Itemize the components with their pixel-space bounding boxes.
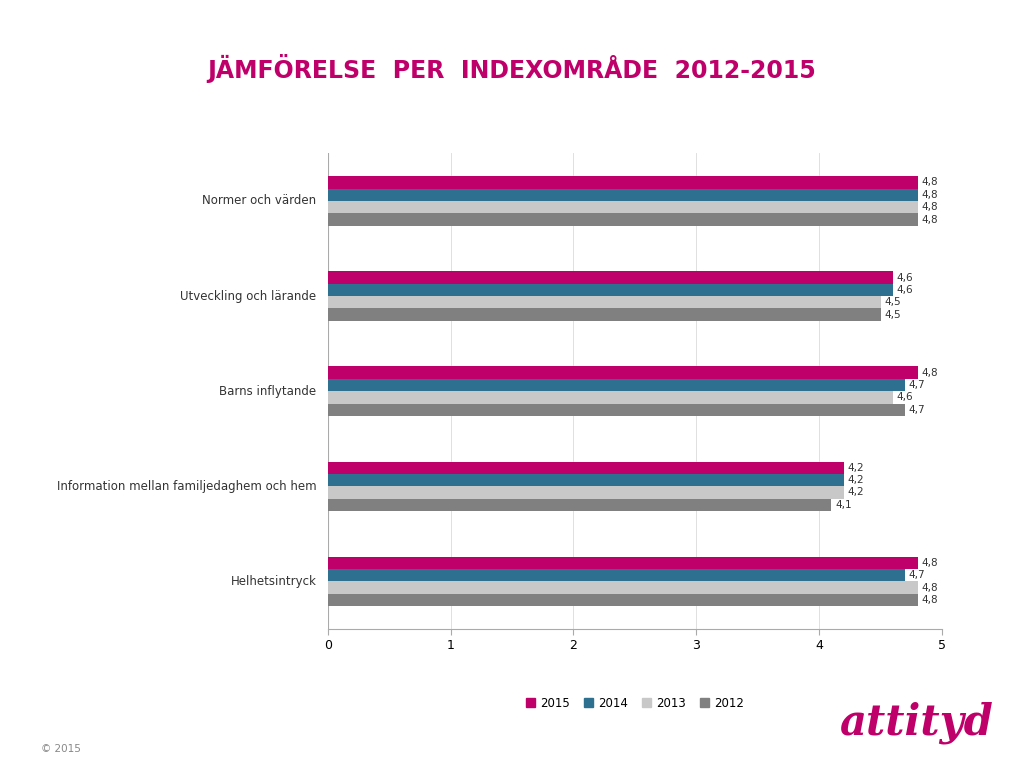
Text: 4,8: 4,8 bbox=[922, 189, 938, 199]
Bar bbox=[328, 284, 893, 296]
Text: 4,7: 4,7 bbox=[909, 380, 926, 390]
Text: 4,2: 4,2 bbox=[848, 463, 864, 472]
Bar bbox=[328, 176, 918, 189]
Text: 4,8: 4,8 bbox=[922, 367, 938, 377]
Bar bbox=[328, 201, 918, 213]
Text: 4,2: 4,2 bbox=[848, 475, 864, 485]
Bar bbox=[328, 499, 831, 511]
Text: 4,8: 4,8 bbox=[922, 215, 938, 225]
Bar bbox=[328, 462, 844, 474]
Text: © 2015: © 2015 bbox=[41, 744, 81, 754]
Bar bbox=[328, 594, 918, 606]
Bar bbox=[328, 581, 918, 594]
Bar bbox=[328, 486, 844, 499]
Text: 4,2: 4,2 bbox=[848, 488, 864, 498]
Bar bbox=[328, 213, 918, 225]
Text: 4,5: 4,5 bbox=[885, 298, 901, 308]
Text: 4,7: 4,7 bbox=[909, 570, 926, 580]
Bar bbox=[328, 391, 893, 403]
Text: 4,6: 4,6 bbox=[897, 272, 913, 282]
Text: 4,1: 4,1 bbox=[836, 500, 852, 510]
Text: 4,5: 4,5 bbox=[885, 310, 901, 320]
Text: JÄMFÖRELSE  PER  INDEXOMRÅDE  2012-2015: JÄMFÖRELSE PER INDEXOMRÅDE 2012-2015 bbox=[208, 54, 816, 83]
Bar bbox=[328, 272, 893, 284]
Text: 4,6: 4,6 bbox=[897, 285, 913, 295]
Text: 4,8: 4,8 bbox=[922, 583, 938, 593]
Bar bbox=[328, 379, 905, 391]
Bar bbox=[328, 189, 918, 201]
Text: 4,7: 4,7 bbox=[909, 405, 926, 415]
Text: 4,8: 4,8 bbox=[922, 595, 938, 605]
Text: 4,8: 4,8 bbox=[922, 202, 938, 212]
Legend: 2015, 2014, 2013, 2012: 2015, 2014, 2013, 2012 bbox=[521, 692, 749, 714]
Bar bbox=[328, 367, 918, 379]
Text: attityd: attityd bbox=[840, 702, 993, 744]
Bar bbox=[328, 557, 918, 569]
Bar bbox=[328, 308, 881, 321]
Text: 4,8: 4,8 bbox=[922, 177, 938, 187]
Text: 4,8: 4,8 bbox=[922, 558, 938, 568]
Bar bbox=[328, 474, 844, 486]
Bar bbox=[328, 403, 905, 416]
Bar bbox=[328, 296, 881, 308]
Bar bbox=[328, 569, 905, 581]
Text: 4,6: 4,6 bbox=[897, 393, 913, 403]
